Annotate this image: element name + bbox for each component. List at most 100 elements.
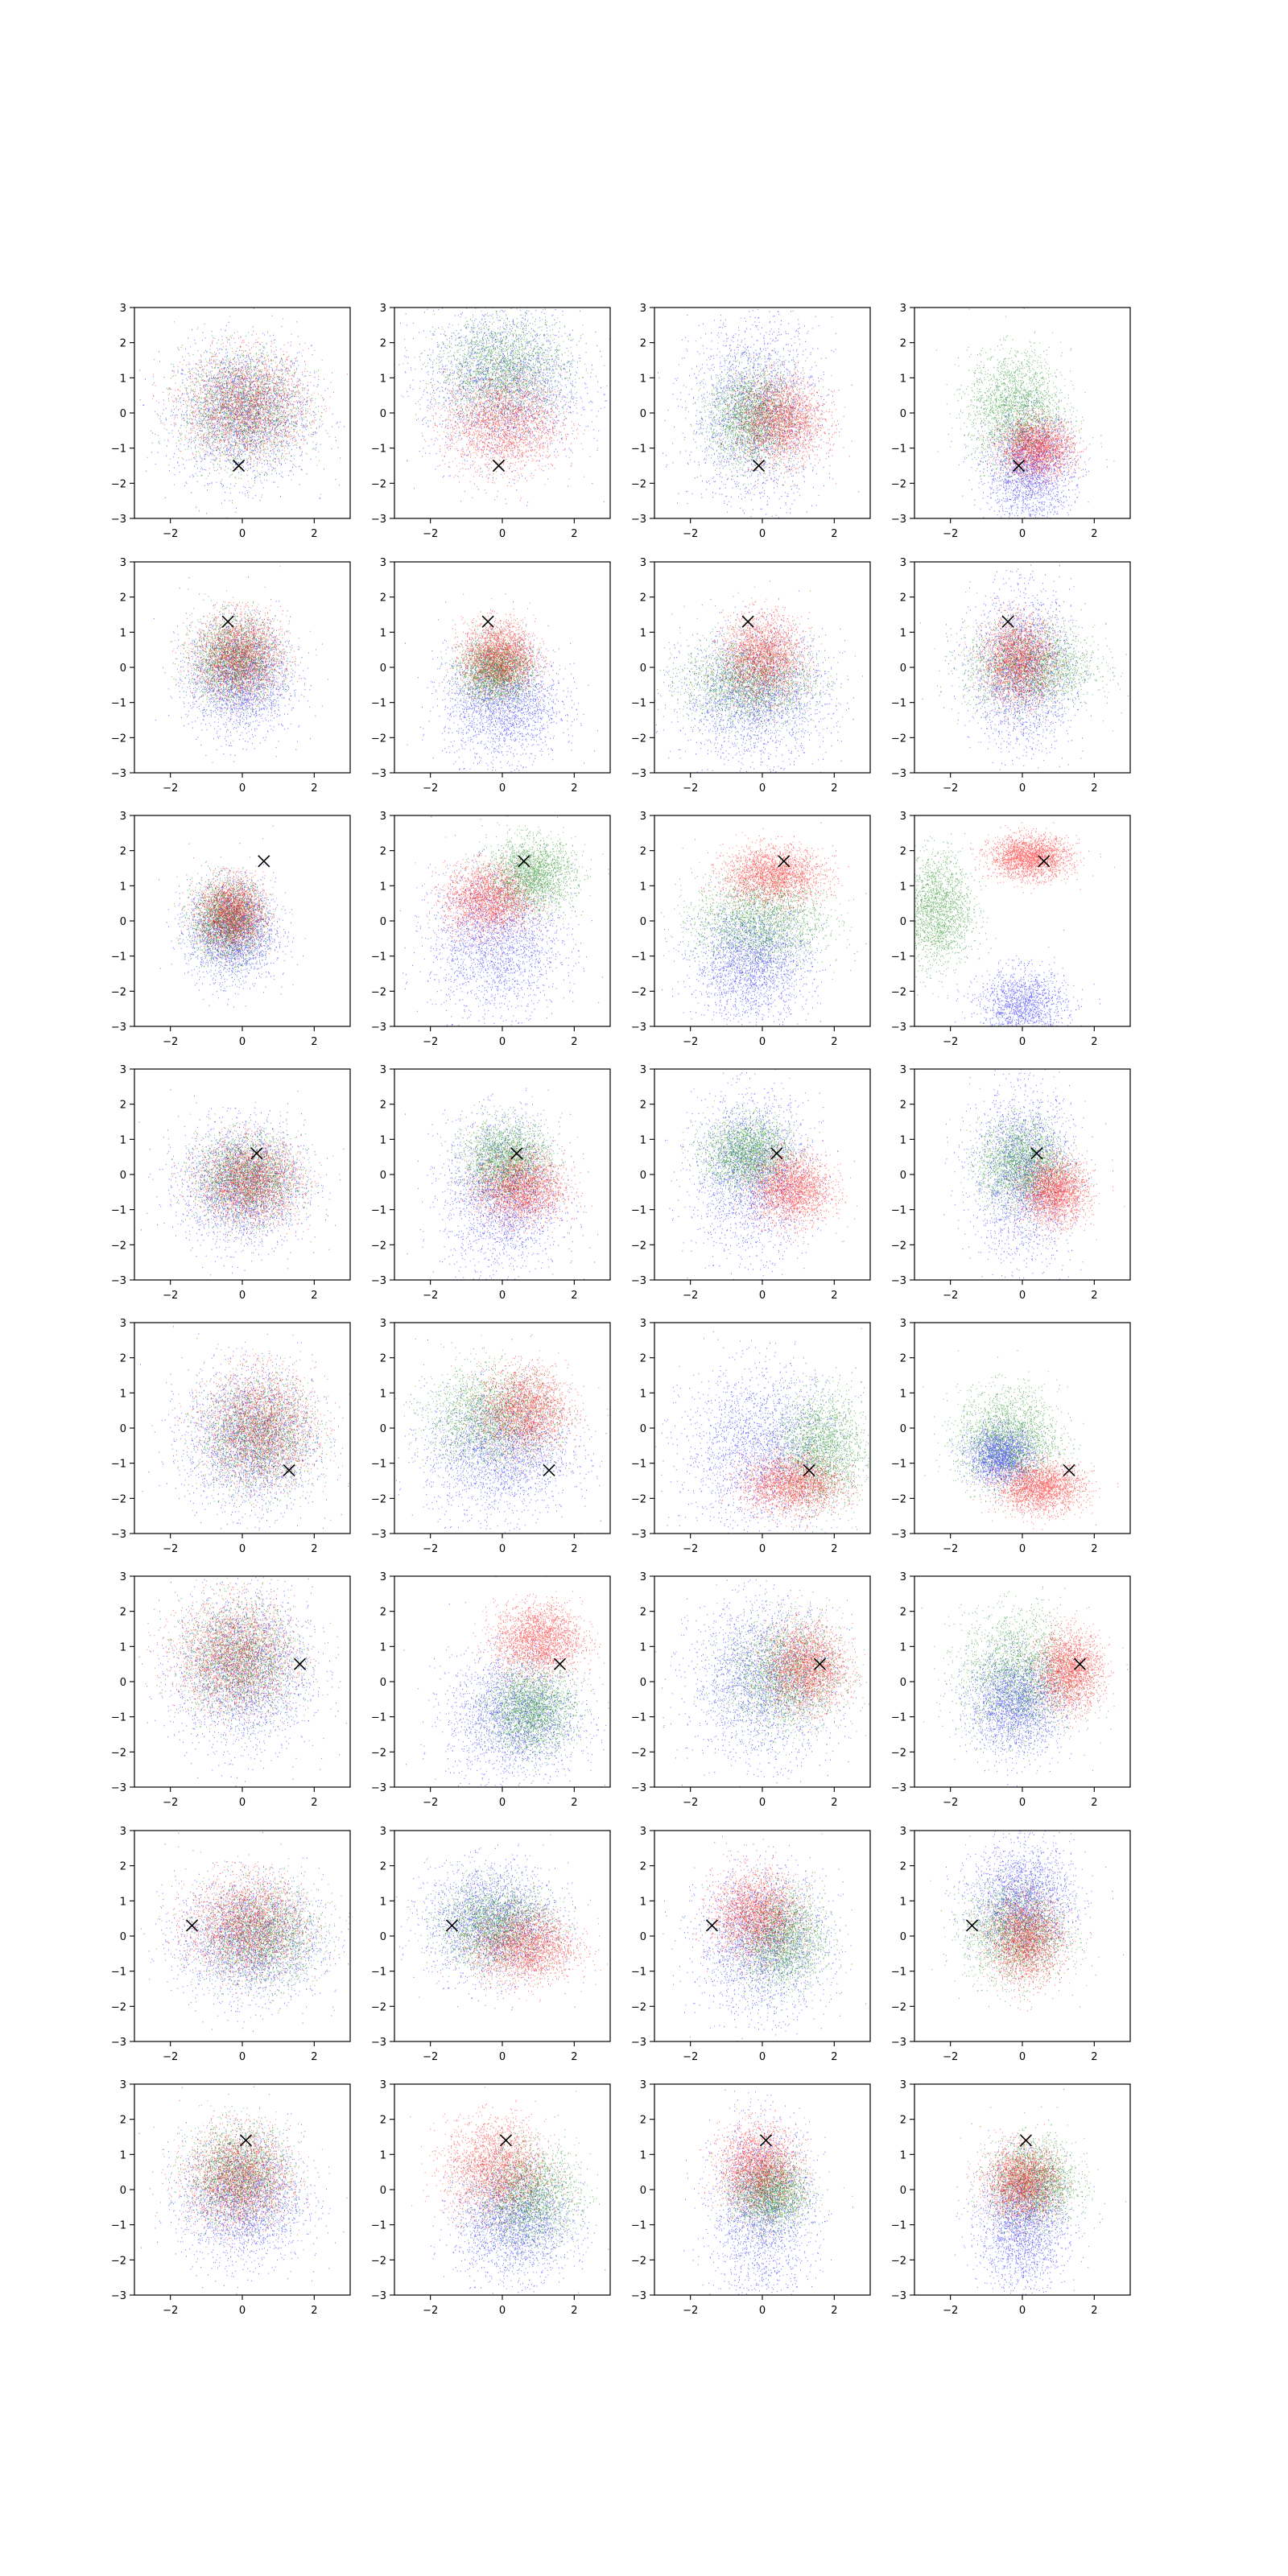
y-tick-label: 2 [900,1861,906,1873]
x-tick-label: 2 [831,1543,837,1555]
x-tick-label: 2 [571,528,577,540]
x-tick-label: 2 [831,528,837,540]
y-tick-label: −1 [891,698,906,710]
red-point-cloud [700,2099,844,2240]
x-tick-label: 2 [571,2305,577,2317]
y-tick-label: −2 [891,733,906,745]
y-tick-label: −3 [631,514,646,526]
y-tick-label: −2 [371,733,386,745]
y-tick-label: 0 [900,408,906,420]
red-point-cloud [439,1884,608,2001]
point-clouds [399,308,611,506]
red-point-cloud [717,345,852,486]
x-tick-label: 2 [311,1290,317,1302]
point-clouds [139,308,351,518]
x-tick-label: 0 [1019,1290,1026,1302]
red-point-cloud [465,1576,610,1694]
y-tick-label: −1 [371,698,386,710]
y-tick-label: 1 [120,373,126,385]
y-tick-label: −3 [631,1782,646,1794]
y-tick-label: −2 [631,478,646,490]
x-tick-label: 2 [831,1797,837,1809]
y-tick-label: −2 [631,1747,646,1759]
y-tick-label: 2 [640,1607,646,1619]
y-tick-label: 3 [120,2079,126,2091]
red-point-cloud [966,2107,1088,2242]
y-tick-label: 1 [380,1896,386,1908]
blue-point-cloud [955,930,1100,1026]
y-tick-label: −1 [631,1967,646,1979]
y-tick-label: 0 [640,1677,646,1689]
x-marker [803,1464,815,1476]
y-tick-label: −3 [891,1529,906,1541]
y-tick-label: −2 [631,986,646,998]
y-tick-label: 1 [900,1896,906,1908]
y-tick-label: 1 [900,627,906,639]
y-tick-label: 3 [640,303,646,315]
point-clouds [914,823,1115,1026]
y-tick-label: 2 [900,846,906,858]
y-tick-label: 2 [380,338,386,350]
red-point-cloud [176,1335,350,1511]
y-tick-label: −3 [111,1022,126,1034]
x-marker [1013,460,1025,472]
axes-frame [394,1576,610,1787]
x-tick-label: 2 [831,782,837,795]
x-tick-label: 0 [499,528,506,540]
x-tick-label: 0 [1019,528,1026,540]
x-tick-label: 2 [311,2305,317,2317]
blue-point-cloud [396,1340,607,1534]
point-clouds [923,1351,1118,1530]
point-clouds [661,823,866,1026]
y-tick-label: 1 [900,2149,906,2161]
x-tick-label: −2 [683,1797,698,1809]
x-tick-label: 2 [571,1543,577,1555]
x-tick-label: 2 [311,782,317,795]
y-tick-label: −1 [371,2220,386,2232]
x-tick-label: 0 [499,1543,506,1555]
y-tick-label: −3 [111,2037,126,2049]
x-tick-label: 0 [759,528,766,540]
y-tick-label: 1 [380,2149,386,2161]
x-tick-label: 2 [1091,2305,1097,2317]
y-tick-label: −3 [631,1022,646,1034]
point-clouds [654,581,870,772]
green-point-cloud [914,834,996,998]
y-tick-label: 2 [640,2115,646,2127]
y-tick-label: 3 [900,557,906,569]
y-tick-label: −3 [111,514,126,526]
point-clouds [395,1335,609,1534]
y-tick-label: 0 [900,1677,906,1689]
y-tick-label: 0 [640,663,646,675]
y-tick-label: −3 [631,1275,646,1287]
y-tick-label: 1 [380,1641,386,1653]
x-tick-label: 2 [1091,1036,1097,1048]
x-tick-label: 0 [239,1290,246,1302]
y-tick-label: 2 [380,2115,386,2127]
point-clouds [140,1327,350,1530]
y-tick-label: 3 [380,1318,386,1330]
axes-frame [654,1069,870,1280]
x-tick-label: −2 [423,2051,438,2063]
y-tick-label: 3 [900,1318,906,1330]
y-tick-label: −2 [111,986,126,998]
x-tick-label: 0 [1019,1797,1026,1809]
y-tick-label: 1 [900,1388,906,1400]
y-tick-label: −2 [111,1240,126,1252]
y-tick-label: 0 [120,1931,126,1943]
y-tick-label: −2 [891,1747,906,1759]
x-tick-label: 0 [759,1036,766,1048]
x-tick-label: 0 [499,1036,506,1048]
y-tick-label: −2 [891,986,906,998]
y-tick-label: −1 [631,952,646,964]
blue-point-cloud [658,309,859,518]
y-tick-label: 0 [120,2185,126,2197]
x-tick-label: −2 [423,528,438,540]
y-tick-label: 0 [900,1931,906,1943]
y-tick-label: −3 [891,1782,906,1794]
x-tick-label: 2 [831,1290,837,1302]
